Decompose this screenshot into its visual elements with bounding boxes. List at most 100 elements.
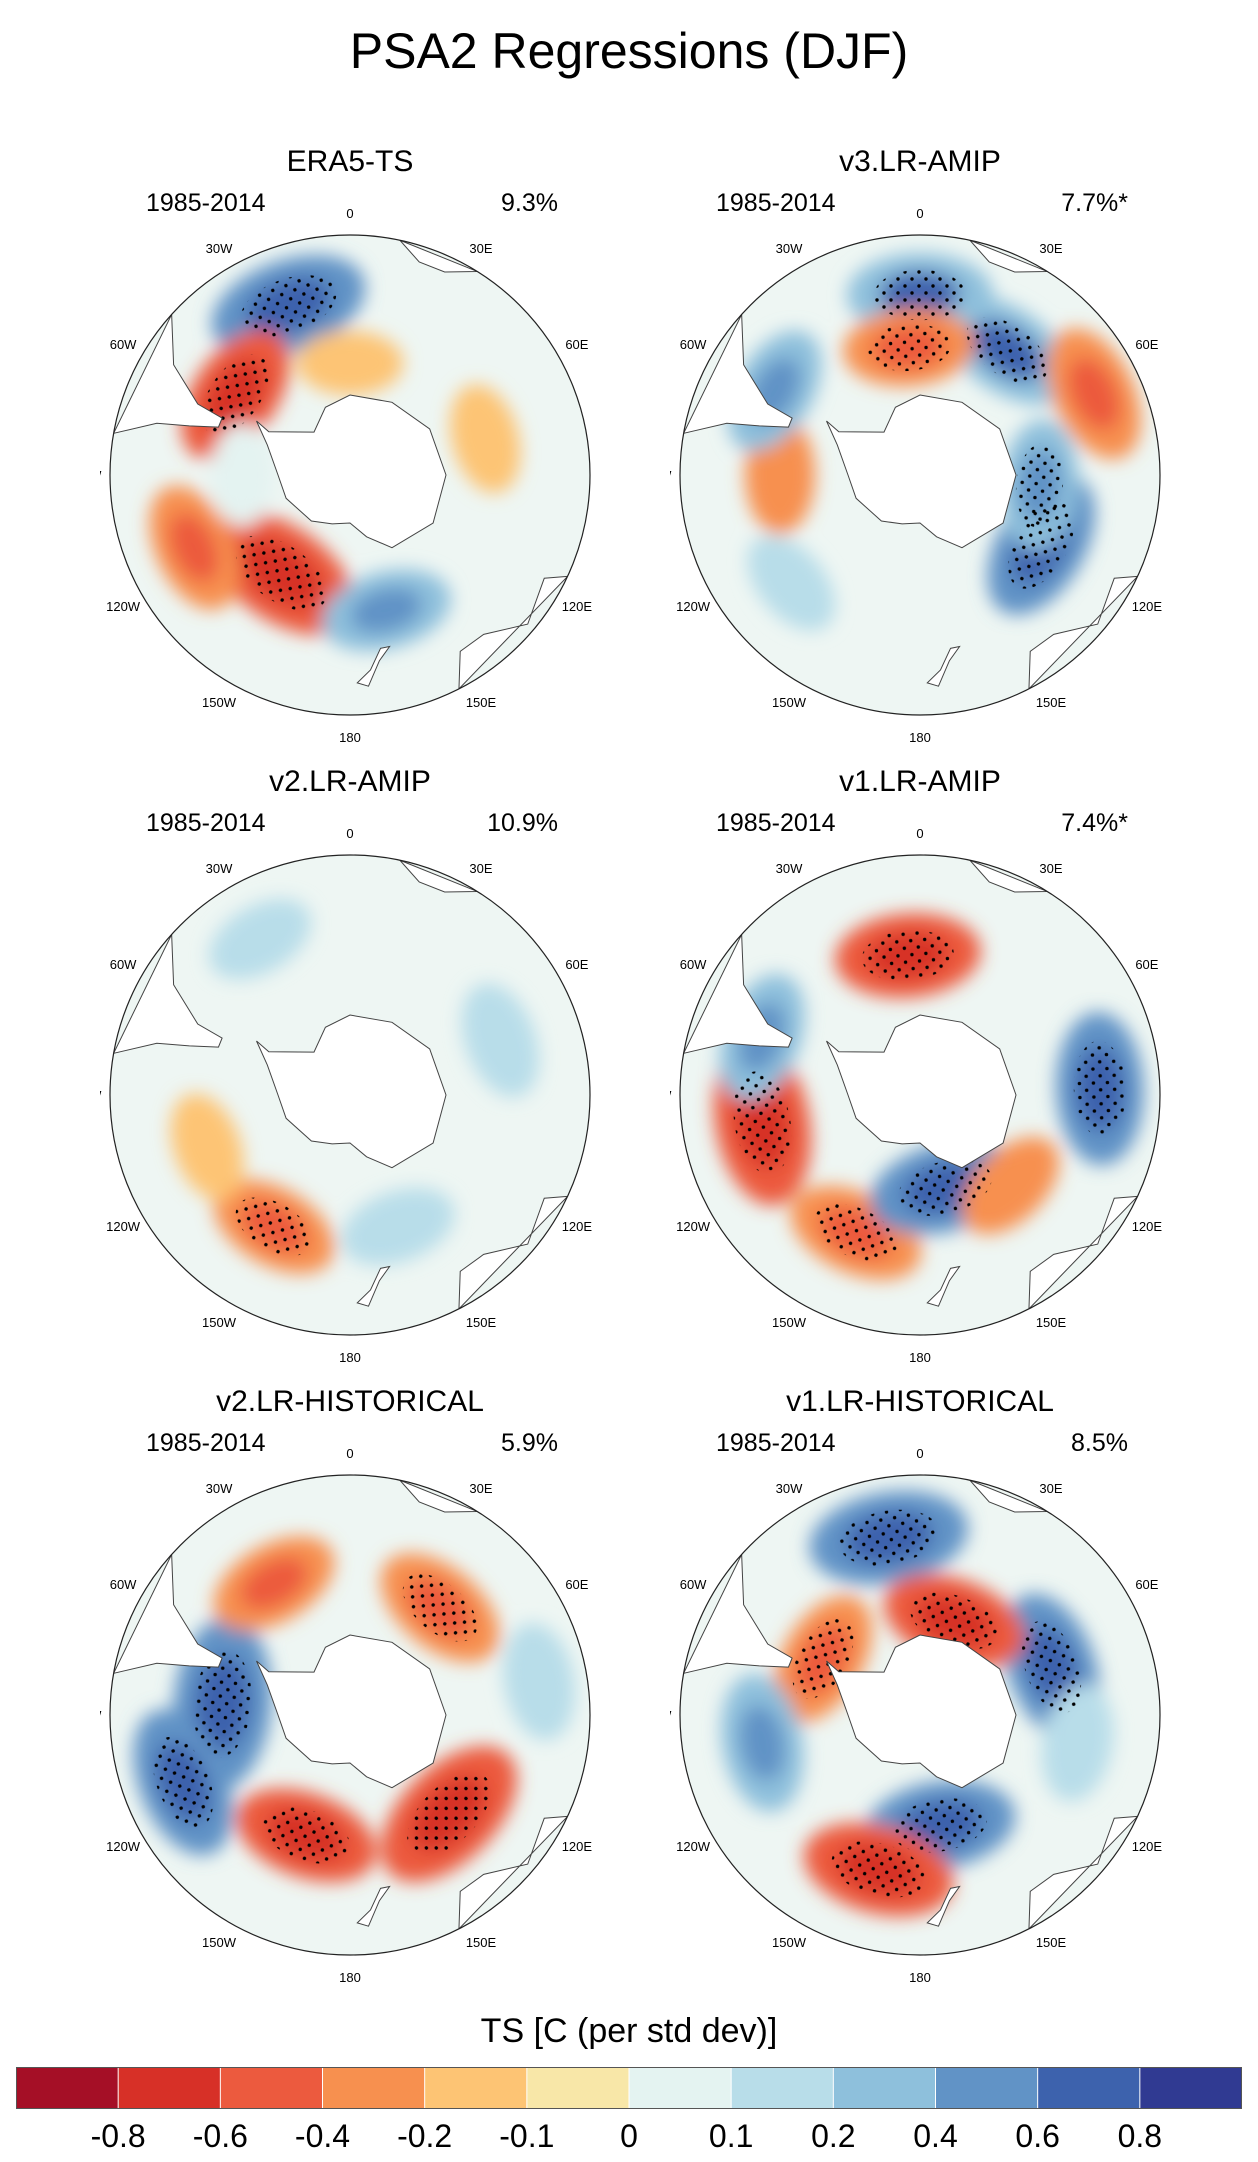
anomaly-blob xyxy=(1041,1684,1114,1802)
longitude-label: 150E xyxy=(1036,1935,1067,1950)
map-boundary xyxy=(109,1474,591,1956)
longitude-label: 30E xyxy=(1039,861,1062,876)
colorbar-tick-label: -0.6 xyxy=(192,2118,248,2154)
significance-stipple xyxy=(1022,1621,1082,1714)
colorbar-swatch xyxy=(833,2067,936,2109)
longitude-label: 150W xyxy=(772,695,807,710)
significance-stipple xyxy=(1073,1040,1127,1137)
longitude-label: 0 xyxy=(916,1446,923,1461)
antarctica-land xyxy=(826,1014,1017,1169)
map-boundary xyxy=(109,234,591,716)
longitude-label: 90W xyxy=(670,1708,672,1723)
anomaly-core xyxy=(169,513,219,582)
longitude-label: 120W xyxy=(676,1219,711,1234)
longitude-label: 30E xyxy=(469,861,492,876)
significance-stipple xyxy=(235,1197,313,1256)
colorbar-swatch xyxy=(731,2067,834,2109)
significance-stipple xyxy=(831,1841,926,1898)
colorbar-tick-label: 0.8 xyxy=(1117,2118,1163,2154)
colorbar-tick-label: 0.1 xyxy=(708,2118,754,2154)
longitude-label: 60W xyxy=(680,1577,707,1592)
south-america-land xyxy=(112,314,223,435)
longitude-label: 150W xyxy=(202,1315,237,1330)
significance-stipple xyxy=(235,535,327,611)
colorbar-swatch xyxy=(424,2067,528,2109)
longitude-label: 120E xyxy=(562,1219,593,1234)
longitude-label: 150E xyxy=(1036,695,1067,710)
longitude-label: 0 xyxy=(916,206,923,221)
significance-stipple xyxy=(201,354,269,436)
colorbar-tick-label: -0.1 xyxy=(499,2118,555,2154)
new-zealand-land xyxy=(356,645,391,687)
significance-stipple xyxy=(874,269,966,321)
longitude-label: 120W xyxy=(676,1839,711,1854)
map-boundary xyxy=(109,854,591,1336)
new-zealand-land xyxy=(926,1885,961,1927)
map-field xyxy=(110,855,590,1335)
longitude-label: 30E xyxy=(469,1481,492,1496)
longitude-label: 30W xyxy=(776,1481,803,1496)
significance-stipple xyxy=(152,1736,214,1828)
map-field xyxy=(110,235,590,715)
panel-v1-lr-amip: v1.LR-AMIP 1985-2014 7.4%* 030E60E90E120… xyxy=(670,765,1170,1405)
longitude-label: 150E xyxy=(1036,1315,1067,1330)
panel-title: v3.LR-AMIP xyxy=(839,145,1001,178)
longitude-label: 30E xyxy=(469,241,492,256)
longitude-label: 90W xyxy=(670,468,672,483)
longitude-label: 150W xyxy=(772,1315,807,1330)
colorbar-swatch xyxy=(526,2067,630,2109)
south-america-land xyxy=(112,934,223,1055)
panel-variance: 10.9% xyxy=(487,809,558,837)
significance-stipple xyxy=(966,316,1048,384)
significance-stipple xyxy=(861,930,954,981)
longitude-label: 120E xyxy=(1132,1219,1163,1234)
panel-variance: 7.4%* xyxy=(1061,809,1128,837)
significance-stipple xyxy=(910,1592,999,1650)
longitude-label: 180 xyxy=(909,730,931,745)
longitude-label: 150W xyxy=(772,1935,807,1950)
panel-v1-lr-historical: v1.LR-HISTORICAL 1985-2014 8.5% 0 30E 60E 9… xyxy=(670,1385,1170,2025)
longitude-label: 30E xyxy=(1039,241,1062,256)
antarctica-land xyxy=(826,394,1017,549)
longitude-label: 30W xyxy=(206,241,233,256)
panel-title: v1.LR-AMIP xyxy=(839,765,1001,798)
polar-map: 030E60E90E120E150E180150W120W90W60W30W xyxy=(100,206,592,745)
colorbar-tick-label: -0.4 xyxy=(294,2118,351,2154)
panel-title: v2.LR-HISTORICAL xyxy=(216,1385,484,1418)
longitude-label: 150W xyxy=(202,1935,237,1950)
colorbar-swatch xyxy=(1139,2067,1242,2109)
longitude-label: 60W xyxy=(110,1577,137,1592)
map-field xyxy=(110,1475,590,1955)
africa-land xyxy=(969,1479,1048,1513)
longitude-label: 60E xyxy=(1135,957,1158,972)
significance-stipple xyxy=(733,1071,792,1175)
significance-stipple xyxy=(866,323,951,372)
longitude-label: 30W xyxy=(206,861,233,876)
anomaly-blob xyxy=(450,384,521,494)
longitude-label: 180 xyxy=(339,1350,361,1365)
anomaly-blob xyxy=(210,423,274,527)
longitude-label: 30W xyxy=(206,1481,233,1496)
anomaly-core xyxy=(739,1704,786,1781)
new-zealand-land xyxy=(926,1265,961,1307)
panel-variance: 8.5% xyxy=(1071,1429,1128,1457)
significance-stipple xyxy=(193,1649,252,1758)
longitude-label: 120W xyxy=(106,1219,141,1234)
longitude-label: 180 xyxy=(339,730,361,745)
anomaly-core xyxy=(1068,357,1120,430)
longitude-label: 120W xyxy=(106,599,141,614)
panel-v3-lr-amip: v3.LR-AMIP 1985-2014 7.7%* 030E60E90E120… xyxy=(670,145,1170,785)
panel-variance: 9.3% xyxy=(501,189,558,217)
longitude-label: 90W xyxy=(100,1088,102,1103)
antarctica-land xyxy=(256,1634,447,1789)
panel-title: v1.LR-HISTORICAL xyxy=(786,1385,1054,1418)
anomaly-blob xyxy=(209,899,311,980)
map-boundary xyxy=(679,234,1161,716)
colorbar-tick-label: 0.4 xyxy=(913,2118,958,2154)
anomaly-blob xyxy=(503,1623,576,1741)
polar-map: 030E60E90E120E150E180150W120W90W60W30W xyxy=(670,206,1162,745)
anomaly-blob xyxy=(461,983,539,1097)
antarctica-land xyxy=(826,1634,1017,1789)
polar-map: 030E60E90E120E150E180150W120W90W60W30W xyxy=(670,1446,1162,1985)
